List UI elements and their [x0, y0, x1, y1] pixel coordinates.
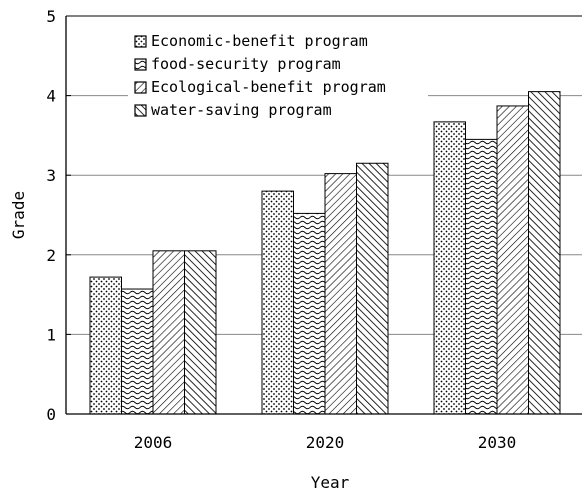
- y-tick-label: 5: [46, 7, 56, 26]
- legend-background: [128, 30, 428, 130]
- y-tick-label: 1: [46, 325, 56, 344]
- legend: Economic-benefit program food-security pr…: [128, 30, 428, 130]
- bar-dots-2030: [433, 121, 466, 415]
- bar-diagonal-right-2030: [496, 105, 529, 415]
- bar-diagonal-left-2030: [528, 91, 561, 415]
- legend-swatch-diagonal-right: [134, 81, 147, 94]
- x-tick-label: 2020: [306, 433, 345, 452]
- bars-layer: [89, 91, 561, 415]
- legend-label: food-security program: [151, 55, 341, 73]
- bar-diagonal-right-2006: [152, 250, 185, 415]
- y-tick-label: 4: [46, 87, 56, 106]
- bar-dots-2006: [89, 276, 122, 415]
- y-tick-label: 2: [46, 246, 56, 265]
- legend-swatch-dots: [134, 35, 147, 48]
- legend-swatch-diagonal-left: [134, 104, 147, 117]
- x-tick-label: 2030: [478, 433, 517, 452]
- y-tick-label: 0: [46, 405, 56, 424]
- x-axis-label: Year: [311, 473, 350, 490]
- legend-swatch-waves: [134, 58, 147, 71]
- bar-waves-2030: [465, 138, 498, 415]
- legend-label: water-saving program: [151, 101, 332, 119]
- bar-waves-2006: [121, 288, 154, 415]
- y-tick-label: 3: [46, 166, 56, 185]
- legend-label: Economic-benefit program: [151, 32, 368, 50]
- bar-waves-2020: [293, 212, 326, 415]
- axes-layer: [65, 15, 582, 415]
- y-axis-label: Grade: [9, 191, 28, 239]
- legend-label: Ecological-benefit program: [151, 78, 386, 96]
- x-tick-label: 2006: [134, 433, 173, 452]
- ticks-layer: 0 1 2 3 4 5 2006 2020 2030: [46, 7, 516, 452]
- bar-diagonal-right-2020: [324, 173, 357, 415]
- bar-dots-2020: [261, 190, 294, 415]
- bar-diagonal-left-2006: [184, 250, 217, 415]
- bar-diagonal-left-2020: [356, 162, 389, 415]
